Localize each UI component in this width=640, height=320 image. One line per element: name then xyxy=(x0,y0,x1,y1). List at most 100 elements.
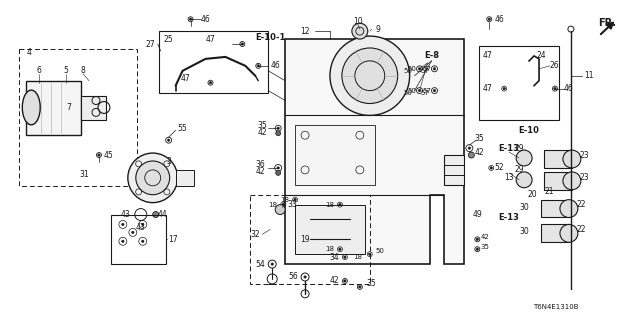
Bar xyxy=(544,172,572,190)
Text: 46: 46 xyxy=(200,15,211,24)
Circle shape xyxy=(468,147,470,149)
Text: 50: 50 xyxy=(407,66,416,72)
Text: 35: 35 xyxy=(367,279,377,288)
Text: 29: 29 xyxy=(515,144,524,153)
Circle shape xyxy=(122,240,124,243)
Text: 3: 3 xyxy=(166,157,171,166)
Text: 43: 43 xyxy=(121,210,131,219)
Text: 47: 47 xyxy=(205,35,215,44)
Text: 23: 23 xyxy=(579,173,589,182)
Circle shape xyxy=(419,68,420,70)
Text: 5: 5 xyxy=(63,66,68,75)
Text: 19: 19 xyxy=(300,235,310,244)
Circle shape xyxy=(153,212,159,218)
Text: 21: 21 xyxy=(544,187,554,196)
Text: 46: 46 xyxy=(270,61,280,70)
Circle shape xyxy=(344,256,346,258)
Text: 46: 46 xyxy=(564,84,574,93)
Text: 42: 42 xyxy=(481,234,490,240)
Circle shape xyxy=(276,171,281,175)
Text: 18: 18 xyxy=(326,202,335,208)
Circle shape xyxy=(304,276,307,278)
Text: E-10: E-10 xyxy=(518,126,540,135)
Circle shape xyxy=(136,161,170,195)
Bar xyxy=(111,214,166,264)
Text: 32: 32 xyxy=(250,230,260,239)
Circle shape xyxy=(122,223,124,226)
Text: 57: 57 xyxy=(422,66,431,72)
Text: FR.: FR. xyxy=(598,18,616,28)
Circle shape xyxy=(339,248,341,251)
Text: 18: 18 xyxy=(326,246,335,252)
Circle shape xyxy=(490,167,492,169)
Circle shape xyxy=(563,150,581,168)
Text: 35: 35 xyxy=(257,121,267,130)
Text: 35: 35 xyxy=(474,134,484,143)
Bar xyxy=(295,204,365,254)
Bar xyxy=(541,200,569,218)
Text: 50: 50 xyxy=(407,88,416,94)
Text: 7: 7 xyxy=(67,103,72,112)
Text: 24: 24 xyxy=(536,52,546,60)
Text: 22: 22 xyxy=(576,225,586,234)
Text: 57: 57 xyxy=(420,68,429,74)
Text: 8: 8 xyxy=(81,66,85,75)
Text: 22: 22 xyxy=(576,200,586,209)
Text: 27: 27 xyxy=(146,39,156,49)
Text: 42: 42 xyxy=(255,167,265,176)
Circle shape xyxy=(516,150,532,166)
Text: 26: 26 xyxy=(549,61,559,70)
Text: 50: 50 xyxy=(403,68,412,74)
Text: 30: 30 xyxy=(519,203,529,212)
Text: 30: 30 xyxy=(519,227,529,236)
Text: 10: 10 xyxy=(353,17,363,26)
Text: 13: 13 xyxy=(504,173,514,182)
Circle shape xyxy=(209,82,212,84)
Text: 6: 6 xyxy=(36,66,42,75)
Circle shape xyxy=(369,253,371,255)
Text: 49: 49 xyxy=(472,210,482,219)
Circle shape xyxy=(241,43,244,45)
Text: 31: 31 xyxy=(79,170,89,180)
Text: 42: 42 xyxy=(329,276,339,285)
Circle shape xyxy=(342,48,397,103)
Ellipse shape xyxy=(22,90,40,125)
Circle shape xyxy=(132,231,134,234)
Text: 56: 56 xyxy=(288,272,298,282)
Circle shape xyxy=(277,127,280,130)
Bar xyxy=(295,125,375,185)
Text: 42: 42 xyxy=(474,148,484,156)
Circle shape xyxy=(344,280,346,282)
Circle shape xyxy=(141,240,144,243)
Text: 25: 25 xyxy=(164,35,173,44)
Circle shape xyxy=(516,172,532,188)
Text: 47: 47 xyxy=(483,52,492,60)
Circle shape xyxy=(476,238,479,241)
Text: 18: 18 xyxy=(281,197,290,203)
Circle shape xyxy=(277,167,280,169)
Text: 46: 46 xyxy=(494,15,504,24)
Text: 33: 33 xyxy=(287,200,297,209)
Circle shape xyxy=(352,23,368,39)
Bar xyxy=(175,170,193,186)
Circle shape xyxy=(168,139,170,141)
Circle shape xyxy=(275,204,285,214)
Bar xyxy=(26,81,81,135)
Circle shape xyxy=(271,263,273,265)
Text: 52: 52 xyxy=(495,164,504,172)
Text: T6N4E1310B: T6N4E1310B xyxy=(533,304,579,310)
Text: 54: 54 xyxy=(255,260,265,268)
Circle shape xyxy=(330,36,410,116)
Bar xyxy=(250,195,370,284)
Text: 4: 4 xyxy=(27,48,32,57)
Text: 36: 36 xyxy=(255,160,265,170)
Bar xyxy=(544,150,572,168)
Circle shape xyxy=(560,200,578,218)
Text: E-13: E-13 xyxy=(499,213,520,222)
Circle shape xyxy=(563,172,581,190)
Circle shape xyxy=(276,131,281,136)
Text: 11: 11 xyxy=(584,71,593,80)
Text: 18: 18 xyxy=(353,254,362,260)
Circle shape xyxy=(257,65,259,67)
Text: 47: 47 xyxy=(483,84,492,93)
